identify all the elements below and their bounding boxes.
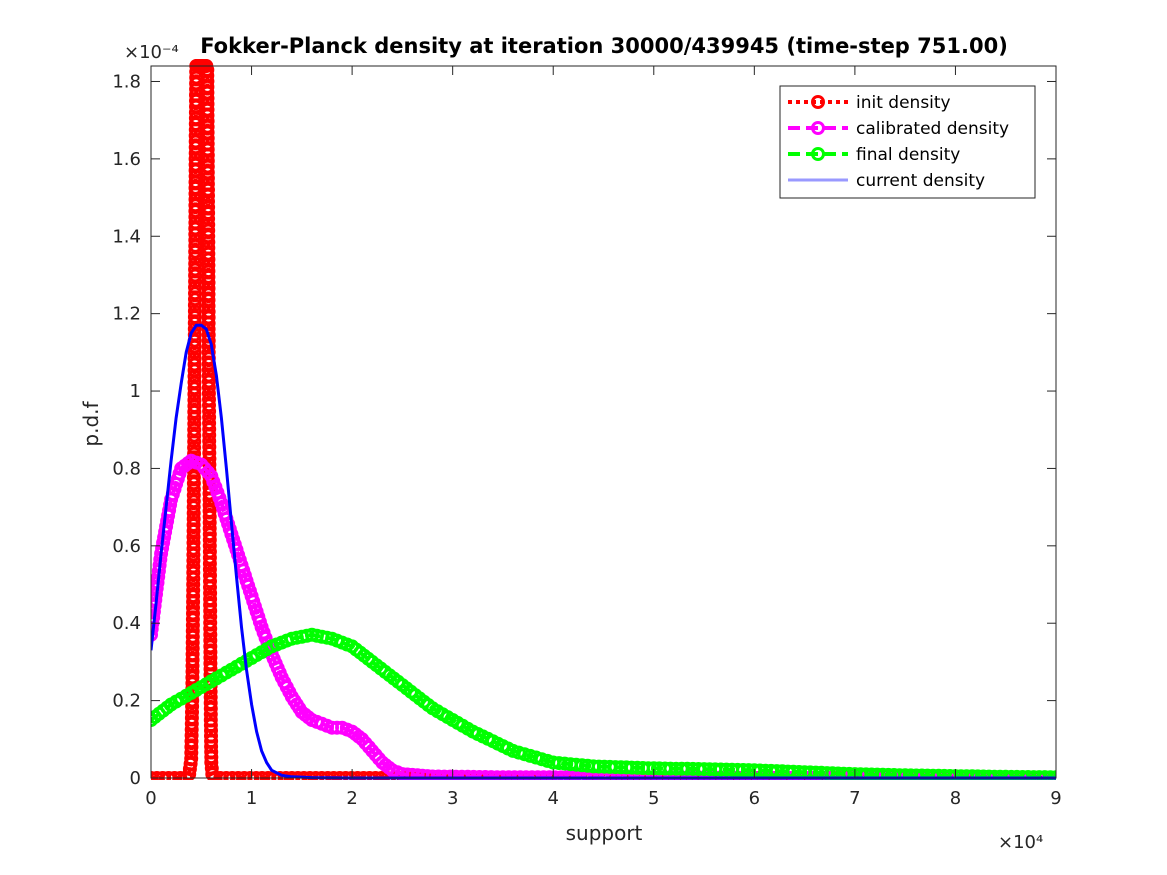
x-tick-label: 5 bbox=[648, 788, 659, 809]
series-current-density bbox=[151, 323, 1056, 780]
legend-label: final density bbox=[856, 145, 960, 165]
y-tick-label: 0.2 bbox=[112, 691, 141, 712]
legend-label: calibrated density bbox=[856, 119, 1009, 139]
series-line-final-density bbox=[151, 632, 1056, 780]
axes-frame bbox=[150, 65, 1057, 779]
x-tick-label: 4 bbox=[547, 788, 558, 809]
series-calibrated-density bbox=[151, 453, 1056, 780]
axes-box bbox=[150, 65, 1057, 779]
y-tick-label: 1 bbox=[130, 381, 141, 402]
legend-label: init density bbox=[856, 93, 951, 113]
legend-marker bbox=[811, 121, 825, 135]
y-tick-label: 0.4 bbox=[112, 613, 141, 634]
x-axis-label: support bbox=[566, 821, 643, 845]
legend-label: current density bbox=[856, 171, 985, 191]
y-tick-label: 0.8 bbox=[112, 458, 141, 479]
x-tick-label: 7 bbox=[849, 788, 860, 809]
legend-marker bbox=[811, 95, 825, 109]
x-tick-label: 3 bbox=[447, 788, 458, 809]
legend: init density calibrated density final dens… bbox=[779, 85, 1036, 199]
x-tick-label: 9 bbox=[1050, 788, 1061, 809]
y-tick-label: 0 bbox=[130, 768, 141, 789]
y-tick-label: 1.4 bbox=[112, 226, 141, 247]
series-line-calibrated-density bbox=[151, 458, 1056, 780]
series-final-density bbox=[151, 627, 1056, 780]
data-point bbox=[151, 627, 158, 642]
y-tick-label: 1.2 bbox=[112, 304, 141, 325]
series-line-current-density bbox=[151, 323, 1056, 780]
legend-marker bbox=[811, 147, 825, 161]
y-exponent-label: ×10⁻⁴ bbox=[124, 42, 179, 63]
y-ticks: 0 0.2 0.4 0.6 0.8 1 1.2 1.4 1.6 1.8 bbox=[112, 71, 1056, 789]
y-axis-label: p.d.f bbox=[79, 400, 103, 446]
chart-title: Fokker-Planck density at iteration 30000… bbox=[200, 34, 1008, 58]
x-ticks: 0 1 2 3 4 5 6 7 8 9 bbox=[145, 66, 1062, 809]
y-tick-label: 1.6 bbox=[112, 149, 141, 170]
x-tick-label: 1 bbox=[246, 788, 257, 809]
x-tick-label: 0 bbox=[145, 788, 156, 809]
x-tick-label: 8 bbox=[950, 788, 961, 809]
x-tick-label: 2 bbox=[346, 788, 357, 809]
y-tick-label: 0.6 bbox=[112, 536, 141, 557]
x-exponent-label: ×10⁴ bbox=[998, 832, 1043, 853]
y-tick-label: 1.8 bbox=[112, 71, 141, 92]
x-tick-label: 6 bbox=[749, 788, 760, 809]
